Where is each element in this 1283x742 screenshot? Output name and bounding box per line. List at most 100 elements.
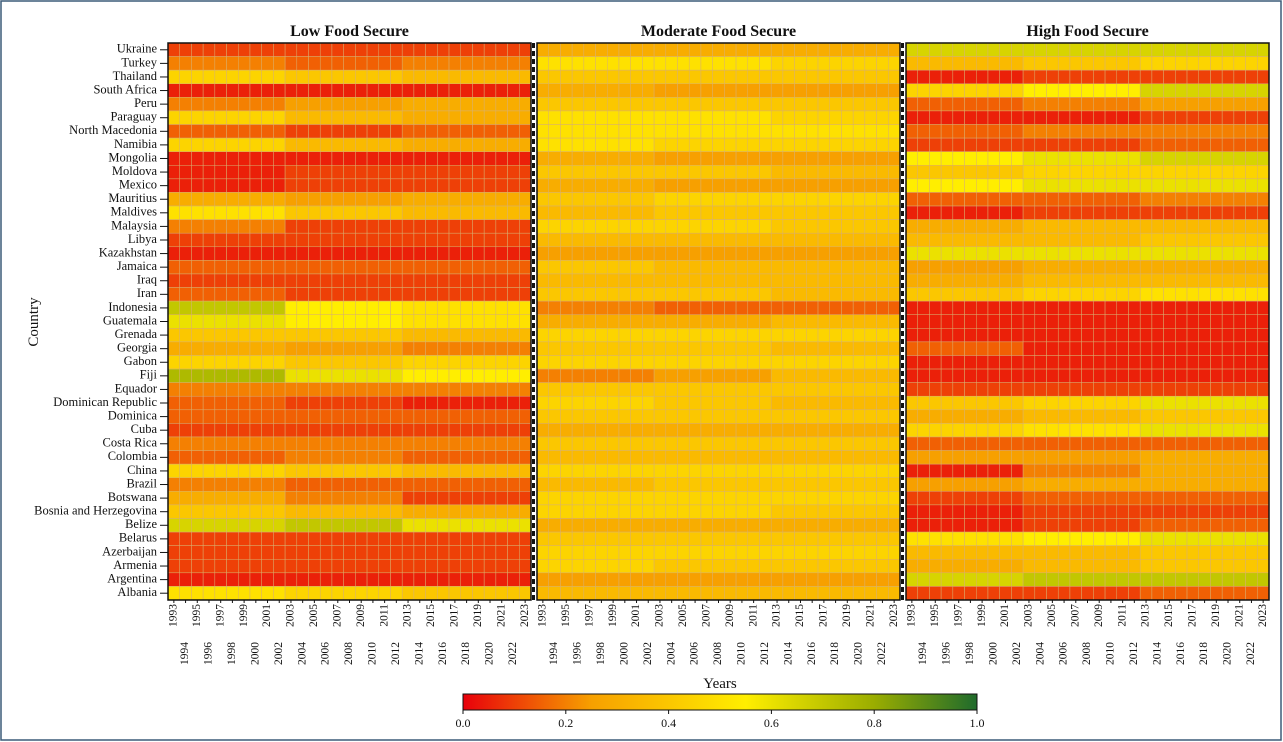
- year-label: 2015: [794, 604, 806, 627]
- heatmap-cell: [583, 531, 596, 546]
- heatmap-cell: [437, 586, 450, 601]
- heatmap-cell: [214, 287, 227, 302]
- heatmap-cell: [1221, 137, 1235, 152]
- heatmap-cell: [806, 395, 819, 411]
- heatmap-cell: [688, 423, 702, 438]
- year-label: 2017: [818, 604, 830, 627]
- heatmap-cell: [1116, 83, 1129, 98]
- heatmap-cell: [688, 504, 702, 519]
- heatmap-cell: [1046, 463, 1059, 478]
- heatmap-cell: [735, 586, 749, 601]
- heatmap-cell: [1128, 178, 1141, 193]
- heatmap-cell: [214, 395, 227, 411]
- heatmap-cell: [1011, 165, 1024, 180]
- heatmap-cell: [1104, 355, 1118, 370]
- heatmap-cell: [483, 450, 497, 465]
- heatmap-cell: [1069, 450, 1082, 465]
- heatmap-cell: [917, 300, 930, 315]
- heatmap-cell: [976, 450, 989, 465]
- heatmap-cell: [1210, 463, 1223, 478]
- heatmap-cell: [677, 124, 690, 139]
- heatmap-cell: [202, 463, 216, 478]
- heatmap-cell: [829, 355, 842, 370]
- heatmap-cell: [284, 287, 298, 302]
- heatmap-cell: [688, 368, 702, 383]
- heatmap-cell: [1046, 124, 1059, 139]
- heatmap-cell: [226, 491, 239, 506]
- heatmap-cell: [929, 69, 942, 85]
- heatmap-cell: [1034, 178, 1047, 193]
- heatmap-cell: [425, 83, 438, 98]
- year-label: 1994: [548, 642, 560, 665]
- country-label: Guatemala: [103, 313, 158, 327]
- heatmap-cell: [401, 56, 415, 71]
- heatmap-cell: [483, 382, 497, 397]
- heatmap-cell: [1116, 436, 1129, 451]
- heatmap-cell: [806, 518, 819, 533]
- heatmap-cell: [653, 423, 667, 438]
- heatmap-cell: [607, 83, 620, 98]
- heatmap-cell: [852, 572, 866, 587]
- heatmap-cell: [1057, 355, 1071, 370]
- heatmap-cell: [296, 491, 309, 506]
- heatmap-cell: [425, 287, 438, 302]
- heatmap-cell: [413, 151, 426, 166]
- heatmap-cell: [495, 558, 508, 574]
- heatmap-cell: [366, 341, 380, 356]
- heatmap-cell: [519, 219, 532, 234]
- heatmap-cell: [483, 137, 497, 152]
- heatmap-cell: [607, 572, 620, 587]
- heatmap-cell: [806, 382, 819, 397]
- heatmap-cell: [1245, 287, 1258, 302]
- heatmap-cell: [495, 246, 508, 261]
- heatmap-cell: [817, 124, 830, 139]
- heatmap-cell: [653, 178, 667, 193]
- heatmap-cell: [472, 300, 485, 315]
- heatmap-cell: [1093, 409, 1106, 424]
- heatmap-cell: [296, 110, 309, 125]
- heatmap-cell: [1081, 572, 1094, 587]
- heatmap-cell: [759, 205, 772, 220]
- heatmap-cell: [273, 97, 286, 112]
- heatmap-cell: [401, 382, 415, 397]
- heatmap-cell: [226, 477, 239, 492]
- heatmap-cell: [519, 463, 532, 478]
- heatmap-cell: [759, 518, 772, 533]
- heatmap-cell: [1104, 450, 1118, 465]
- heatmap-cell: [355, 382, 368, 397]
- heatmap-cell: [1081, 124, 1094, 139]
- heatmap-cell: [1233, 368, 1246, 383]
- heatmap-cell: [677, 69, 690, 85]
- heatmap-cell: [806, 328, 819, 343]
- heatmap-cell: [759, 328, 772, 343]
- heatmap-cell: [238, 341, 251, 356]
- heatmap-cell: [987, 314, 1000, 329]
- heatmap-cell: [794, 314, 807, 329]
- heatmap-cell: [864, 477, 877, 492]
- heatmap-cell: [759, 382, 772, 397]
- heatmap-cell: [308, 165, 321, 180]
- heatmap-cell: [999, 355, 1012, 370]
- year-label: 2014: [413, 642, 425, 665]
- heatmap-cell: [794, 491, 807, 506]
- heatmap-cell: [238, 504, 251, 519]
- country-label: Bosnia and Herzegovina: [34, 504, 157, 518]
- heatmap-cell: [284, 56, 298, 71]
- heatmap-cell: [876, 586, 889, 601]
- heatmap-cell: [630, 477, 643, 492]
- heatmap-cell: [852, 110, 866, 125]
- heatmap-cell: [1198, 328, 1211, 343]
- heatmap-cell: [1198, 124, 1211, 139]
- heatmap-cell: [841, 151, 854, 166]
- heatmap-cell: [876, 42, 889, 57]
- heatmap-cell: [284, 232, 298, 248]
- heatmap-cell: [618, 368, 631, 383]
- heatmap-cell: [976, 219, 989, 234]
- heatmap-cell: [940, 205, 954, 220]
- heatmap-cell: [1233, 436, 1246, 451]
- heatmap-cell: [378, 558, 391, 574]
- heatmap-cell: [378, 83, 391, 98]
- heatmap-cell: [607, 436, 620, 451]
- heatmap-cell: [677, 531, 690, 546]
- heatmap-cell: [653, 545, 667, 560]
